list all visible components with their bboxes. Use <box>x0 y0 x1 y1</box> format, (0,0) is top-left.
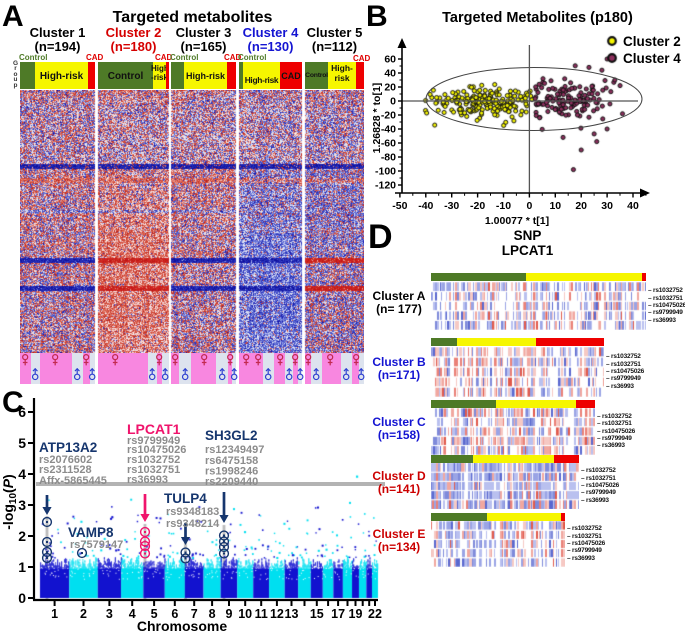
svg-text:5: 5 <box>18 435 26 451</box>
svg-text:60: 60 <box>384 54 396 66</box>
svg-text:13: 13 <box>285 607 299 621</box>
svg-text:9: 9 <box>226 607 233 621</box>
svg-text:1: 1 <box>51 607 58 621</box>
svg-text:rs7579147: rs7579147 <box>70 539 123 551</box>
svg-text:Chromosome: Chromosome <box>137 618 227 634</box>
svg-text:4: 4 <box>129 607 136 621</box>
svg-text:ATP13A2: ATP13A2 <box>39 440 97 455</box>
svg-text:-20: -20 <box>381 110 396 122</box>
svg-text:-50: -50 <box>392 200 407 212</box>
svg-text:2: 2 <box>80 607 87 621</box>
svg-text:20: 20 <box>384 82 396 94</box>
svg-text:rs36993: rs36993 <box>127 474 168 486</box>
svg-text:8: 8 <box>209 607 216 621</box>
svg-text:1.00077 * t[1]: 1.00077 * t[1] <box>485 215 549 227</box>
svg-text:1: 1 <box>18 559 26 575</box>
svg-text:11: 11 <box>255 607 268 621</box>
svg-text:1.26828 * to[1]: 1.26828 * to[1] <box>371 83 383 154</box>
svg-text:SH3GL2: SH3GL2 <box>205 428 258 443</box>
svg-text:-40: -40 <box>381 124 396 136</box>
svg-text:Cluster 4: Cluster 4 <box>623 51 681 66</box>
svg-text:12: 12 <box>270 607 284 621</box>
svg-text:rs1998246: rs1998246 <box>205 466 258 478</box>
svg-text:rs1032752: rs1032752 <box>127 454 180 466</box>
svg-text:rs9348214: rs9348214 <box>166 518 220 530</box>
svg-text:40: 40 <box>627 200 639 212</box>
svg-text:TULP4: TULP4 <box>164 491 207 506</box>
svg-text:rs6475158: rs6475158 <box>205 455 258 467</box>
svg-text:-10: -10 <box>496 200 511 212</box>
svg-text:-60: -60 <box>381 138 396 150</box>
svg-text:-30: -30 <box>444 200 459 212</box>
svg-text:30: 30 <box>601 200 613 212</box>
svg-text:VAMP8: VAMP8 <box>68 525 114 540</box>
svg-text:-100: -100 <box>375 166 396 178</box>
svg-text:22: 22 <box>368 607 382 621</box>
svg-text:-40: -40 <box>418 200 433 212</box>
svg-text:-20: -20 <box>470 200 485 212</box>
svg-text:rs9799949: rs9799949 <box>127 435 180 447</box>
svg-text:0: 0 <box>18 590 26 606</box>
svg-text:19: 19 <box>349 607 363 621</box>
svg-text:2: 2 <box>18 528 26 544</box>
svg-text:17: 17 <box>331 607 345 621</box>
svg-text:10: 10 <box>238 607 252 621</box>
svg-text:Affx-5865445: Affx-5865445 <box>39 475 107 487</box>
svg-text:rs1032751: rs1032751 <box>127 464 180 476</box>
svg-text:3: 3 <box>106 607 113 621</box>
svg-text:-120: -120 <box>375 180 396 192</box>
svg-text:20: 20 <box>575 200 587 212</box>
svg-text:rs2209440: rs2209440 <box>205 476 258 488</box>
svg-text:10: 10 <box>549 200 561 212</box>
svg-text:rs12349497: rs12349497 <box>205 444 264 456</box>
svg-text:Cluster 2: Cluster 2 <box>623 34 681 49</box>
svg-text:-log10(P): -log10(P) <box>0 474 19 529</box>
svg-text:rs10475026: rs10475026 <box>127 444 186 456</box>
svg-text:15: 15 <box>310 607 324 621</box>
svg-text:LPCAT1: LPCAT1 <box>127 421 181 437</box>
svg-text:rs2076602: rs2076602 <box>39 454 92 466</box>
svg-text:40: 40 <box>384 68 396 80</box>
svg-text:7: 7 <box>191 607 198 621</box>
svg-text:-80: -80 <box>381 152 396 164</box>
svg-text:6: 6 <box>18 404 26 420</box>
svg-text:5: 5 <box>151 607 158 621</box>
svg-text:rs9348183: rs9348183 <box>166 506 219 518</box>
svg-text:rs2311528: rs2311528 <box>39 464 92 476</box>
svg-text:6: 6 <box>171 607 178 621</box>
svg-text:0: 0 <box>526 200 532 212</box>
svg-text:3: 3 <box>18 497 26 513</box>
svg-text:4: 4 <box>18 466 26 482</box>
svg-text:0: 0 <box>390 96 396 108</box>
